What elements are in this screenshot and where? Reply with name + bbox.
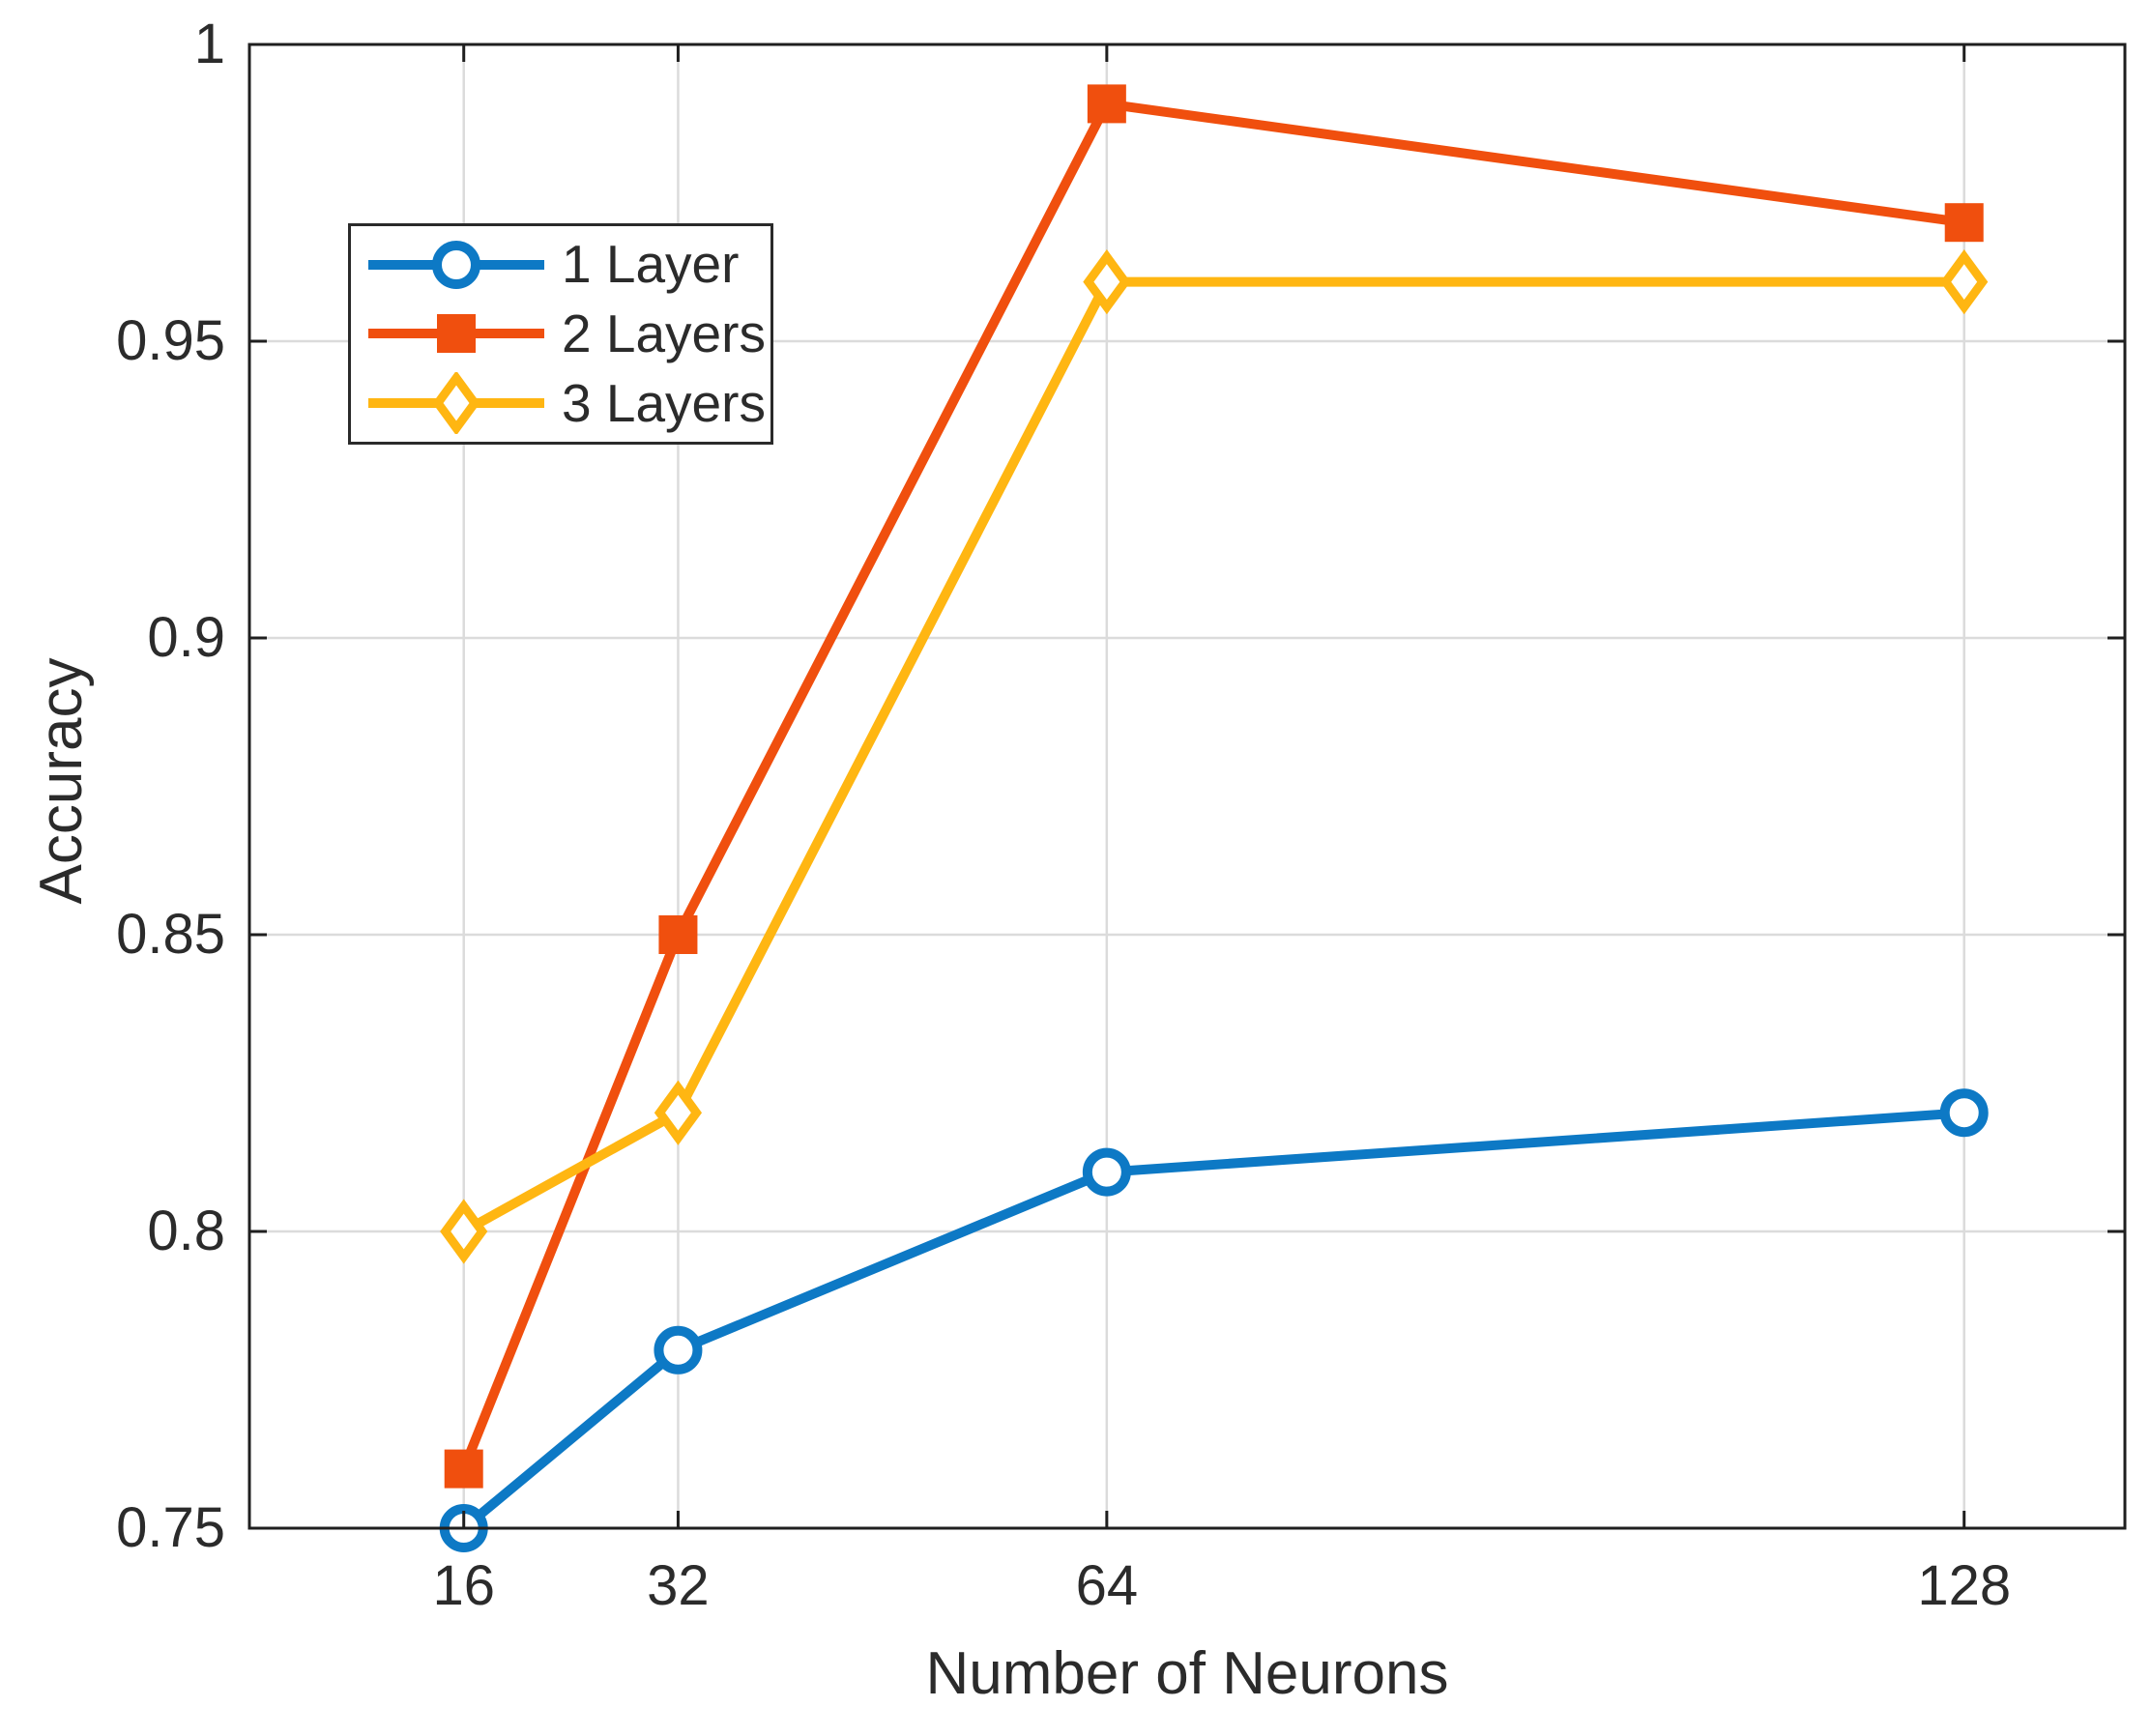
legend-item-2-layers: 2 Layers — [364, 303, 770, 364]
legend-item-1-layer: 1 Layer — [364, 234, 770, 296]
legend-sample-diamond-icon — [368, 372, 544, 435]
series-3-layers — [440, 248, 1989, 1264]
series-1-layer — [439, 1088, 1989, 1552]
x-tick-label: 32 — [647, 1554, 710, 1617]
legend-sample-square-icon — [368, 314, 544, 354]
square-marker — [1944, 203, 1984, 243]
x-tick-label: 64 — [1075, 1554, 1139, 1617]
y-tick-label: 1 — [193, 13, 225, 75]
x-tick-label: 128 — [1917, 1554, 2012, 1617]
diamond-marker — [1083, 248, 1131, 315]
diamond-marker — [432, 372, 480, 435]
diamond-marker — [440, 1199, 488, 1264]
circle-marker — [432, 240, 480, 289]
square-marker — [437, 314, 476, 354]
circle-marker — [1939, 1088, 1989, 1138]
legend-label: 1 Layer — [562, 234, 740, 295]
y-tick-label: 0.9 — [147, 606, 225, 669]
circle-marker — [1082, 1147, 1131, 1197]
y-tick-label: 0.75 — [116, 1496, 225, 1559]
y-axis-label: Accuracy — [28, 657, 95, 905]
series-line-3-layers — [461, 276, 1964, 1236]
diamond-marker — [1940, 248, 1989, 315]
legend-sample-circle-icon — [368, 240, 544, 289]
axis-ticks — [249, 43, 2125, 1530]
square-marker — [1087, 84, 1126, 124]
legend-label: 3 Layers — [562, 372, 766, 433]
y-tick-label: 0.85 — [116, 903, 225, 966]
legend-label: 2 Layers — [562, 303, 766, 363]
y-tick-label: 0.95 — [116, 309, 225, 372]
square-marker — [444, 1449, 483, 1489]
series-line-1-layer — [460, 1108, 1965, 1532]
legend: 1 Layer 2 Layers 3 Layers — [348, 223, 773, 445]
axis-box — [247, 43, 2127, 1530]
square-marker — [658, 915, 698, 954]
x-axis-label: Number of Neurons — [925, 1640, 1449, 1707]
legend-item-3-layers: 3 Layers — [364, 372, 770, 435]
series-line-2-layers — [459, 99, 1965, 1471]
y-tick-label: 0.8 — [147, 1200, 225, 1262]
circle-marker — [654, 1325, 703, 1374]
x-tick-label: 16 — [432, 1554, 495, 1617]
series-2-layers — [444, 84, 1984, 1489]
diamond-marker — [654, 1080, 703, 1145]
